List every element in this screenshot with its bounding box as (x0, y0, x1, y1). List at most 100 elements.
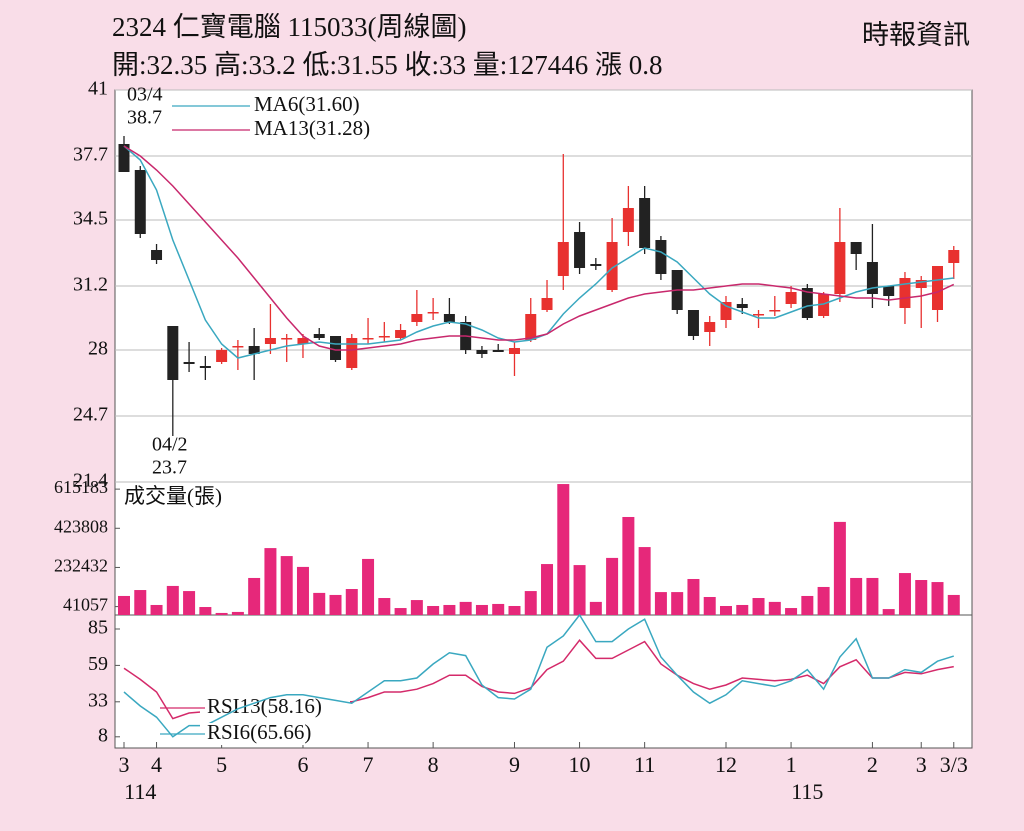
ma-line (123, 145, 954, 359)
title: 2324 仁寶電腦 115033(周線圖) (112, 12, 466, 42)
candle-body (346, 338, 358, 368)
candle-body (297, 338, 309, 344)
y-tick-label: 615183 (54, 477, 108, 497)
candle-body (574, 232, 586, 268)
candle-body (801, 288, 813, 318)
volume-bar (280, 556, 293, 615)
volume-bar (687, 578, 700, 615)
candle-body (508, 348, 520, 354)
volume-bar (898, 573, 911, 615)
volume-bar (622, 516, 635, 615)
volume-bar (118, 595, 130, 615)
candle-body (932, 266, 943, 310)
volume-bar (654, 592, 667, 615)
candle-body (541, 298, 553, 310)
panel (114, 89, 973, 749)
volume-bar (215, 612, 228, 615)
candle-body (313, 334, 325, 338)
legend-label: RSI6(65.66) (207, 720, 311, 744)
y-tick-label: 8 (98, 724, 108, 746)
y-tick-label: 24.7 (73, 404, 108, 426)
y-tick-label: 21.4 (73, 470, 108, 492)
volume-bar (703, 596, 716, 615)
volume-bar (248, 577, 261, 615)
candle-body (557, 242, 569, 276)
candle-body (183, 362, 195, 364)
candle-body (330, 336, 342, 360)
quote: 開:32.35 高:33.2 低:31.55 收:33 量:127446 漲 0… (112, 50, 663, 80)
legend-label: MA6(31.60) (254, 92, 360, 116)
volume-bar (850, 577, 863, 615)
volume-bar (427, 605, 440, 615)
volume-bar (394, 608, 407, 615)
candle-body (687, 310, 699, 336)
source: 時報資訊 (862, 20, 970, 50)
legend-label: RSI13(58.16) (207, 694, 322, 718)
candle-body (753, 314, 765, 316)
y-tick-label: 423808 (54, 516, 108, 536)
x-tick-label: 3/3 (940, 752, 968, 777)
volume-bar (573, 565, 586, 615)
y-tick-label: 33 (88, 689, 108, 711)
volume-bar (882, 609, 895, 615)
volume-bar (345, 589, 358, 615)
year-label: 115 (791, 779, 823, 804)
candle-body (248, 346, 260, 354)
legend-label: MA13(31.28) (254, 116, 370, 140)
candle-body (378, 336, 390, 338)
y-tick-label: 31.2 (73, 274, 108, 296)
x-tick-label: 4 (151, 752, 162, 777)
candle-body (883, 286, 895, 296)
volume-bar (410, 600, 423, 615)
volume-bar (183, 591, 196, 615)
candle-body (525, 314, 537, 340)
volume-bar (915, 580, 928, 615)
candle-body (622, 208, 634, 232)
candle-body (834, 242, 846, 294)
volume-bar (313, 592, 326, 615)
year-label: 114 (124, 779, 156, 804)
y-tick-label: 85 (88, 617, 108, 639)
candle-body (427, 312, 439, 314)
candle-body (818, 294, 830, 316)
candle-body (118, 144, 130, 172)
volume-bar (231, 611, 244, 615)
volume-bar (329, 594, 342, 615)
candle-body (281, 338, 293, 340)
volume-bar (524, 591, 537, 615)
x-tick-label: 3 (119, 752, 130, 777)
volume-bar (541, 564, 554, 615)
candle-body (655, 240, 667, 274)
ma-line (123, 145, 955, 351)
candle-body (443, 314, 455, 322)
volume-bar (606, 557, 619, 615)
candle-body (167, 326, 179, 380)
volume-bar (638, 547, 651, 615)
y-tick-label: 232432 (54, 556, 108, 576)
x-tick-label: 2 (867, 752, 878, 777)
candle-body (899, 278, 911, 308)
volume-bar (801, 595, 814, 615)
annotation-date: 04/2 (152, 434, 188, 456)
candle-body (769, 310, 781, 312)
volume-bar (459, 601, 472, 615)
candle-body (476, 350, 488, 354)
volume-bar (931, 582, 944, 615)
candle-body (915, 280, 927, 288)
panel-label: 成交量(張) (124, 484, 222, 508)
candle-body (590, 264, 602, 266)
candle-body (948, 250, 960, 263)
annotation-value: 38.7 (127, 107, 162, 129)
x-tick-label: 3 (916, 752, 927, 777)
volume-bar (150, 604, 163, 615)
volume-bar (736, 604, 749, 615)
x-tick-label: 12 (715, 752, 737, 777)
volume-bar (134, 590, 147, 615)
volume-bar (833, 521, 846, 615)
y-tick-label: 34.5 (73, 208, 108, 230)
volume-bar (166, 585, 179, 615)
candle-body (151, 250, 163, 260)
volume-bar (378, 598, 391, 615)
volume-bar (785, 608, 798, 615)
volume-bar (752, 598, 765, 615)
